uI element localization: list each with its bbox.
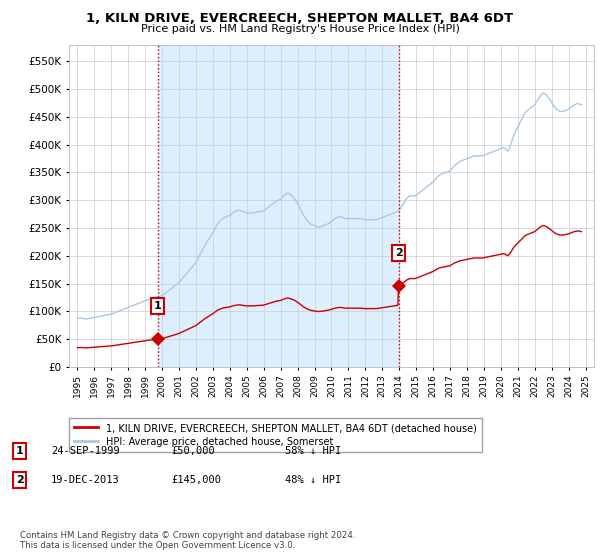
Bar <box>158 45 398 367</box>
Text: 2: 2 <box>395 248 403 258</box>
Text: 1, KILN DRIVE, EVERCREECH, SHEPTON MALLET, BA4 6DT: 1, KILN DRIVE, EVERCREECH, SHEPTON MALLE… <box>86 12 514 25</box>
Text: 1: 1 <box>16 446 23 456</box>
Legend: 1, KILN DRIVE, EVERCREECH, SHEPTON MALLET, BA4 6DT (detached house), HPI: Averag: 1, KILN DRIVE, EVERCREECH, SHEPTON MALLE… <box>69 418 482 452</box>
Text: Price paid vs. HM Land Registry's House Price Index (HPI): Price paid vs. HM Land Registry's House … <box>140 24 460 34</box>
Text: 1: 1 <box>154 301 161 311</box>
Text: 48% ↓ HPI: 48% ↓ HPI <box>285 475 341 485</box>
Text: £145,000: £145,000 <box>171 475 221 485</box>
Text: Contains HM Land Registry data © Crown copyright and database right 2024.
This d: Contains HM Land Registry data © Crown c… <box>20 530 355 550</box>
Text: £50,000: £50,000 <box>171 446 215 456</box>
Text: 2: 2 <box>16 475 23 485</box>
Text: 19-DEC-2013: 19-DEC-2013 <box>51 475 120 485</box>
Text: 24-SEP-1999: 24-SEP-1999 <box>51 446 120 456</box>
Text: 58% ↓ HPI: 58% ↓ HPI <box>285 446 341 456</box>
